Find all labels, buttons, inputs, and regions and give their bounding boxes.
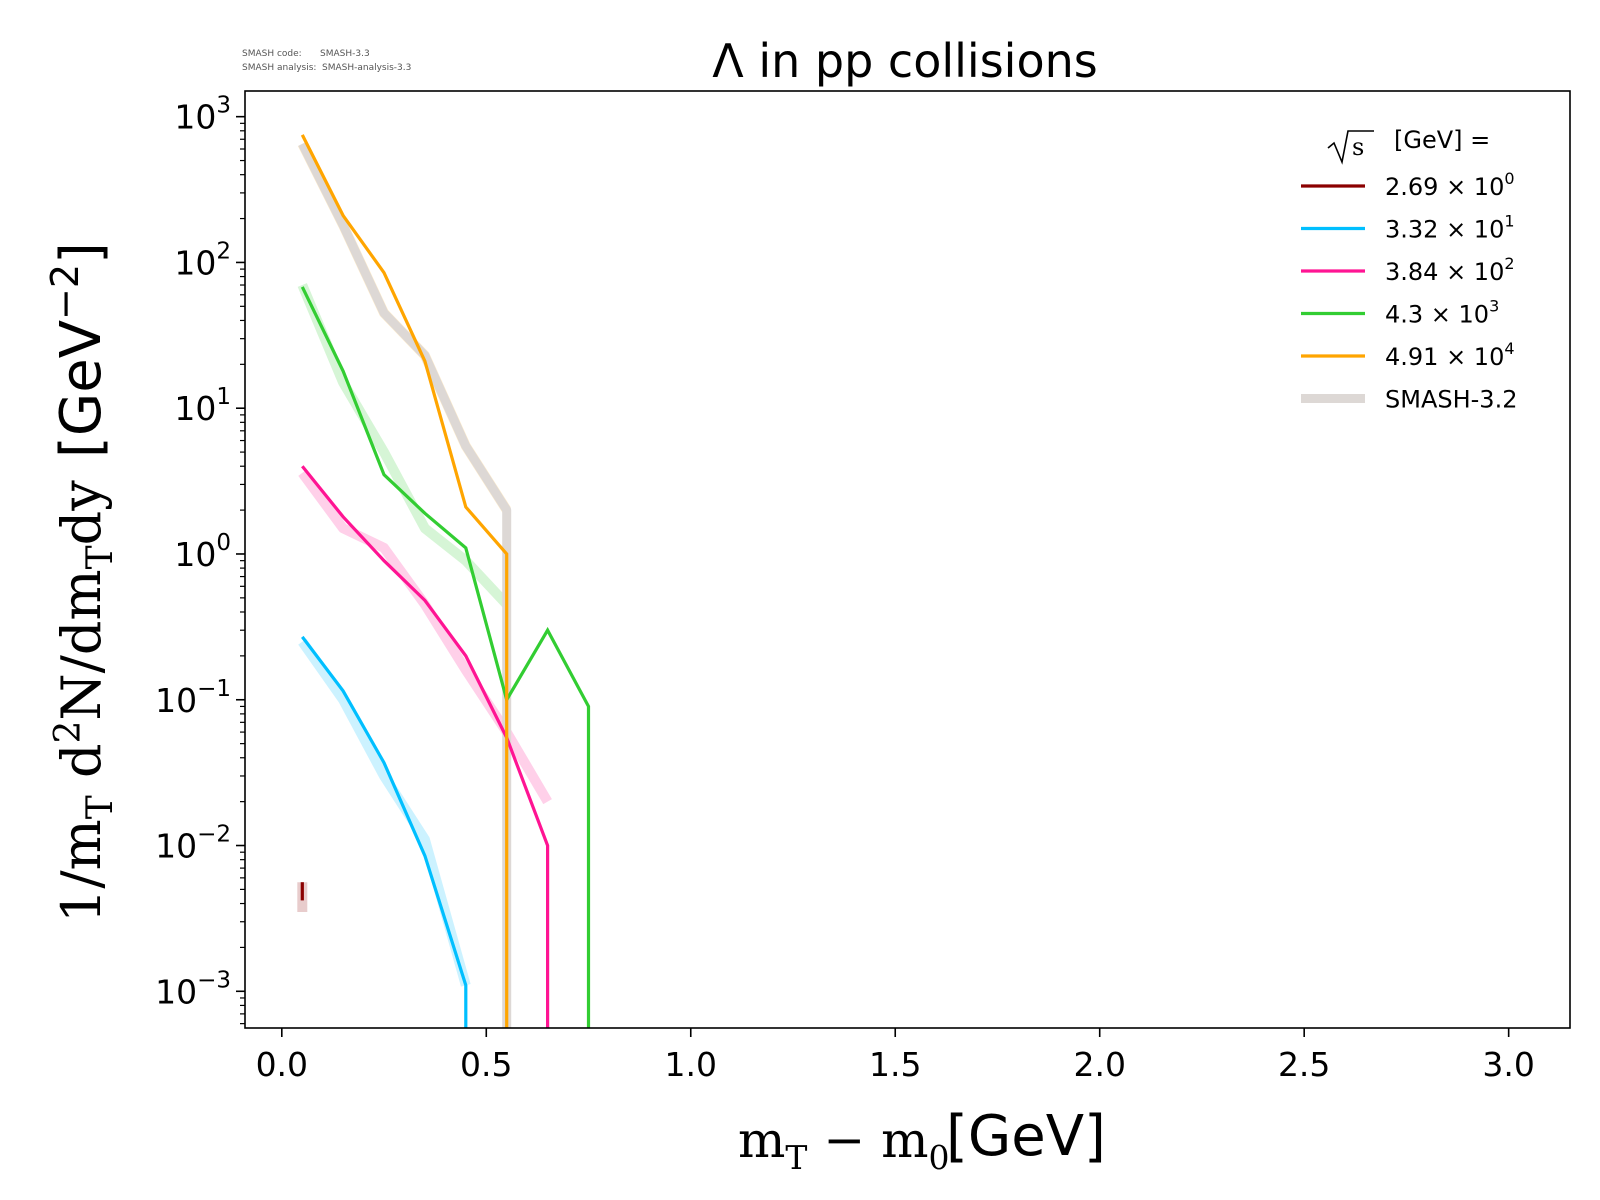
legend-title-unit: [GeV] =: [1394, 126, 1490, 154]
x-tick-label: 0.0: [256, 1045, 308, 1084]
analysis-value: SMASH-analysis-3.3: [322, 63, 411, 73]
smash-metadata: SMASH code: SMASH-3.3 SMASH analysis: SM…: [242, 49, 411, 73]
legend: s [GeV] = 2.69 × 100 3.32 × 101 3.84 × 102…: [1301, 126, 1517, 414]
reference-curves: [297, 141, 552, 1028]
code-value: SMASH-3.3: [320, 49, 370, 59]
x-tick-label: 2.5: [1278, 1045, 1330, 1084]
reference-line: [298, 141, 512, 1028]
legend-label: 3.32 × 101: [1385, 212, 1515, 244]
x-axis-label-mt: mT − m0: [738, 1111, 950, 1177]
y-tick-label: 103: [174, 93, 231, 137]
analysis-label: SMASH analysis:: [242, 63, 316, 73]
x-tick-label: 0.5: [460, 1045, 512, 1084]
legend-label: 3.84 × 102: [1385, 254, 1515, 286]
y-tick-label: 100: [174, 530, 231, 574]
plot-frame: [244, 90, 1571, 1029]
legend-title-s: s: [1352, 133, 1364, 161]
sqrt-icon: [1327, 130, 1374, 165]
y-axis-label: 1/mT d2N/dmTdy [GeV−2]: [43, 242, 121, 923]
reference-band: [298, 638, 471, 987]
y-tick-label: 10−3: [155, 967, 231, 1011]
y-tick-label: 101: [174, 384, 231, 428]
legend-label: 4.91 × 104: [1385, 339, 1515, 371]
series-line: [300, 286, 591, 1028]
legend-label: 4.3 × 103: [1385, 297, 1499, 329]
y-tick-label: 10−2: [155, 822, 231, 866]
y-axis-label-unit: [GeV−2]: [43, 242, 114, 458]
x-tick-label: 3.0: [1482, 1045, 1534, 1084]
y-axis-label-quantity: 1/mT d2N/dmTdy: [48, 480, 121, 923]
y-tick-label: 10−1: [155, 676, 231, 720]
legend-label: SMASH-3.2: [1385, 386, 1517, 414]
x-axis-label-unit: [GeV]: [946, 1104, 1106, 1169]
y-tick-label: 102: [174, 238, 231, 282]
legend-title: s [GeV] =: [1327, 126, 1490, 165]
y-axis-ticks: 10−3 10−2 10−1 100 101 102 103: [155, 93, 245, 1025]
series-line: [301, 635, 468, 1028]
chart-title: Λ in pp collisions: [712, 34, 1097, 88]
x-tick-label: 2.0: [1073, 1045, 1125, 1084]
series-line: [300, 134, 509, 1028]
series-curves: [300, 134, 591, 1028]
x-axis-label: mT − m0 [GeV]: [738, 1104, 1106, 1177]
code-label: SMASH code:: [242, 49, 302, 59]
x-tick-label: 1.0: [665, 1045, 717, 1084]
x-axis-ticks: 0.0 0.5 1.0 1.5 2.0 2.5 3.0: [256, 1028, 1535, 1084]
legend-label: 2.69 × 100: [1385, 169, 1515, 201]
series-line: [301, 465, 550, 1028]
x-tick-label: 1.5: [869, 1045, 921, 1084]
